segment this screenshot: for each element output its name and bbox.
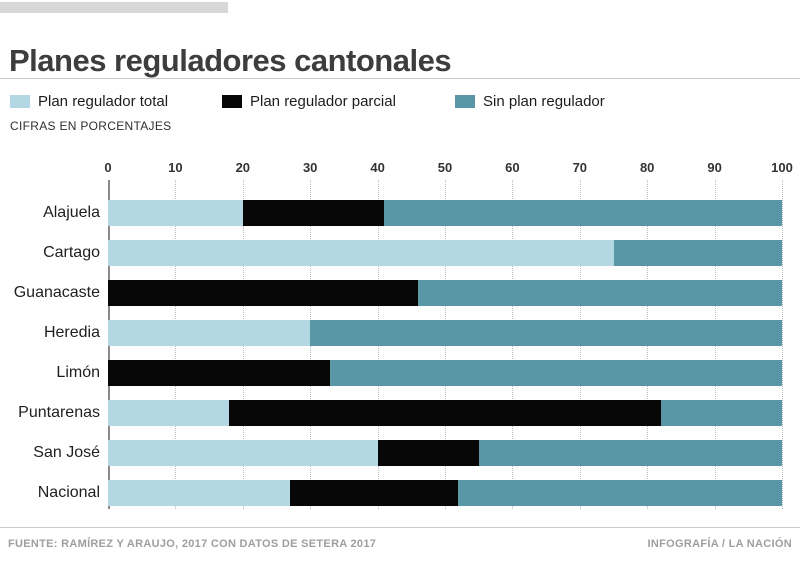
row-label: Heredia <box>43 324 100 341</box>
row-label: Limón <box>56 364 100 381</box>
credit-text: INFOGRAFÍA / LA NACIÓN <box>647 538 792 550</box>
legend-label: Plan regulador total <box>38 92 169 110</box>
bar-segment-total <box>108 440 378 466</box>
bar-track <box>108 400 782 426</box>
legend-swatch-icon <box>455 94 475 108</box>
bar-segment-parcial <box>242 200 385 226</box>
x-axis-tick-label: 20 <box>235 160 251 175</box>
bar-segment-sin <box>330 360 782 386</box>
bar-segment-total <box>108 200 243 226</box>
bar-track <box>108 440 782 466</box>
chart-row: Heredia <box>0 320 800 346</box>
bar-segment-total <box>108 400 230 426</box>
legend-swatch-icon <box>10 94 30 108</box>
legend-item: Sin plan regulador <box>455 90 605 112</box>
legend-label: Sin plan regulador <box>483 92 605 110</box>
x-axis-tick-label: 60 <box>505 160 520 175</box>
x-axis-tick-label: 0 <box>104 160 112 175</box>
bar-track <box>108 480 782 506</box>
bar-segment-parcial <box>108 280 419 306</box>
x-axis-tick-label: 30 <box>302 160 318 175</box>
chart-row: Nacional <box>0 480 800 506</box>
bar-segment-total <box>108 240 614 266</box>
bar-segment-parcial <box>229 400 661 426</box>
bar-segment-total <box>108 320 311 346</box>
legend: Plan regulador total Plan regulador parci… <box>0 90 800 112</box>
x-axis-tick-label: 70 <box>572 160 588 175</box>
title-divider <box>0 78 800 79</box>
x-axis-tick-label: 40 <box>370 160 385 175</box>
legend-label: Plan regulador parcial <box>250 92 396 110</box>
legend-item: Plan regulador parcial <box>222 90 396 112</box>
bar-segment-parcial <box>289 480 459 506</box>
bar-track <box>108 240 782 266</box>
bar-track <box>108 360 782 386</box>
bar-segment-parcial <box>377 440 479 466</box>
chart-row: San José <box>0 440 800 466</box>
row-label: Puntarenas <box>18 404 100 421</box>
x-axis-tick-label: 50 <box>437 160 453 175</box>
page-title: Planes reguladores cantonales <box>9 42 452 78</box>
bar-segment-sin <box>418 280 782 306</box>
bar-segment-sin <box>613 240 782 266</box>
bar-segment-sin <box>458 480 782 506</box>
bar-track <box>108 320 782 346</box>
row-label: Nacional <box>37 484 100 501</box>
bar-segment-sin <box>310 320 782 346</box>
x-axis-tick-label: 100 <box>771 160 793 175</box>
footer-divider <box>0 527 800 528</box>
x-axis-tick-label: 80 <box>639 160 655 175</box>
row-label: San José <box>33 444 100 461</box>
chart-row: Alajuela <box>0 200 800 226</box>
row-label: Alajuela <box>43 204 100 221</box>
top-accent-bar <box>0 2 228 13</box>
source-text: FUENTE: RAMÍREZ Y ARAUJO, 2017 CON DATOS… <box>8 538 377 550</box>
legend-swatch-icon <box>222 94 242 108</box>
legend-item: Plan regulador total <box>10 90 168 112</box>
units-note: CIFRAS EN PORCENTAJES <box>10 119 172 133</box>
chart-row: Cartago <box>0 240 800 266</box>
bar-segment-parcial <box>108 360 331 386</box>
x-axis-tick-label: 90 <box>707 160 722 175</box>
bar-segment-sin <box>660 400 782 426</box>
bar-track <box>108 200 782 226</box>
row-label: Guanacaste <box>13 284 100 301</box>
bar-segment-sin <box>478 440 782 466</box>
bar-segment-total <box>108 480 290 506</box>
x-axis-tick-label: 10 <box>168 160 183 175</box>
chart-row: Limón <box>0 360 800 386</box>
gridline <box>782 180 783 509</box>
row-label: Cartago <box>43 244 100 261</box>
chart-row: Guanacaste <box>0 280 800 306</box>
bar-segment-sin <box>384 200 782 226</box>
chart-row: Puntarenas <box>0 400 800 426</box>
bar-track <box>108 280 782 306</box>
